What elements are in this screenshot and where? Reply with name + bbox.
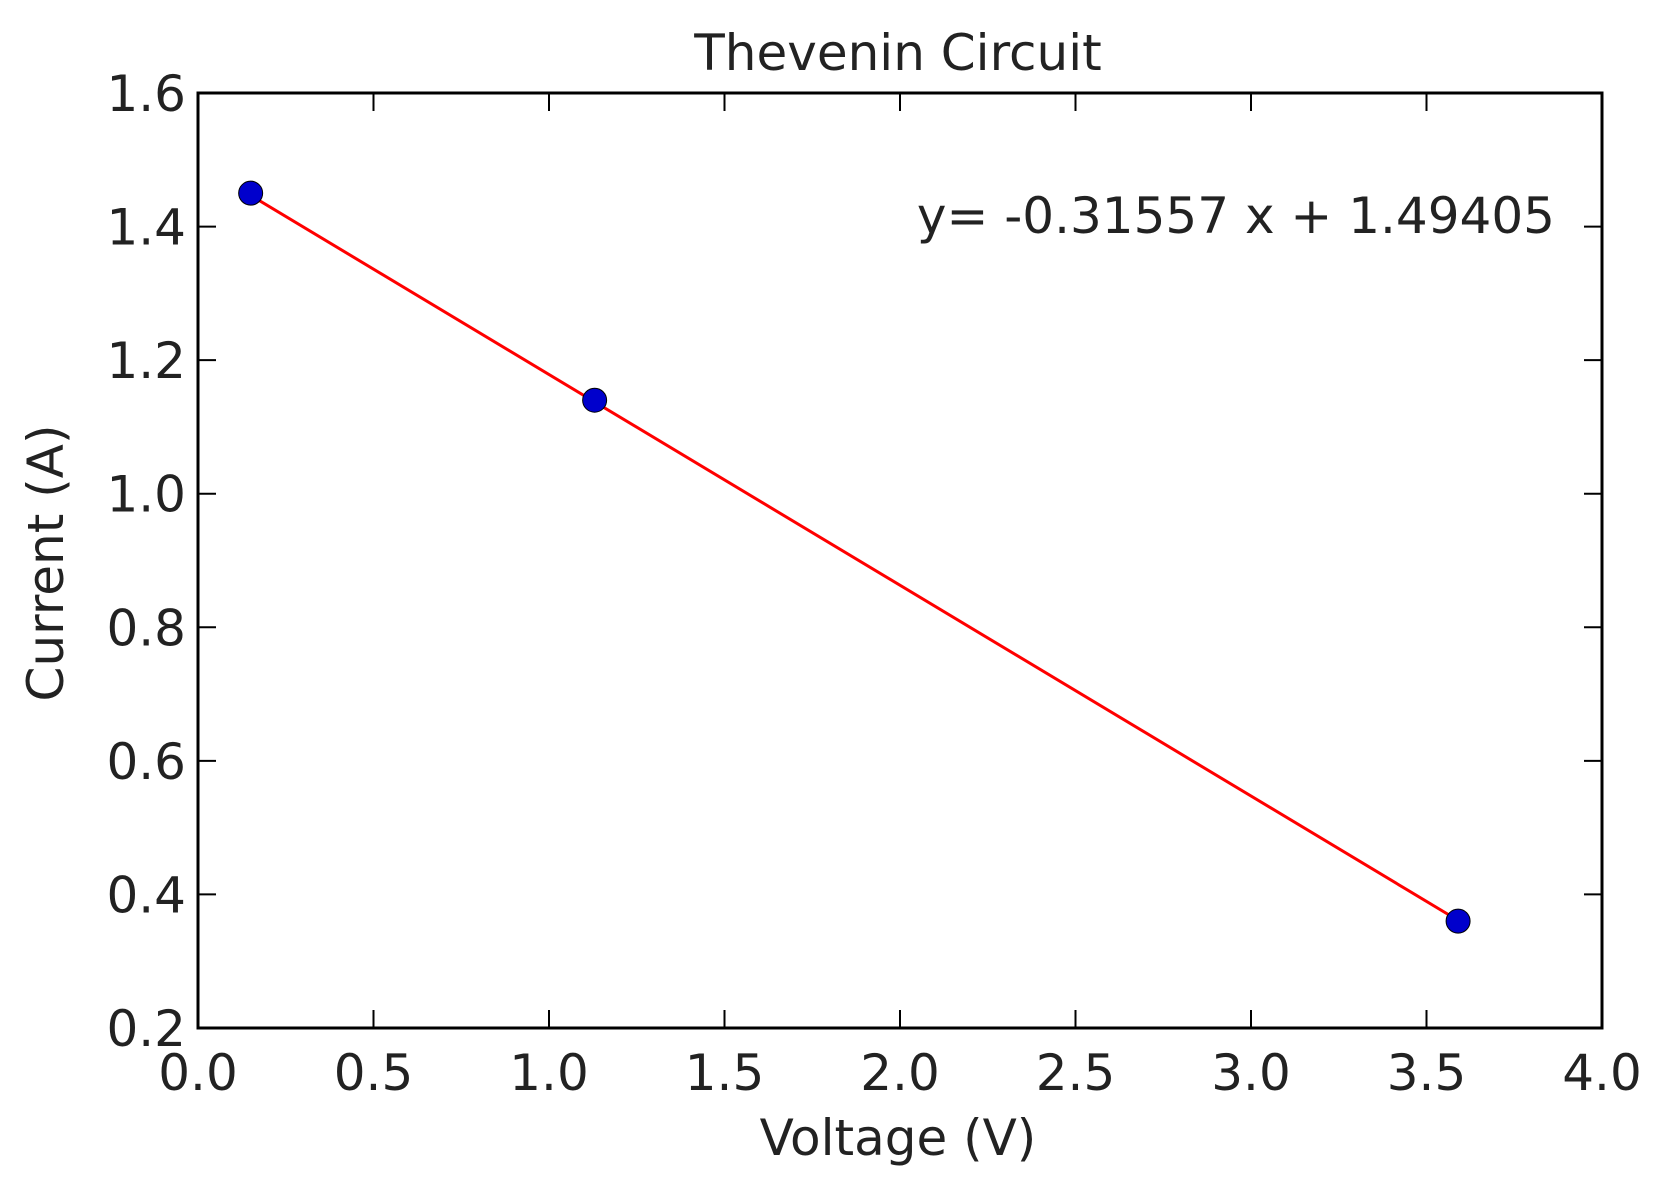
y-tick-label: 0.4 <box>106 866 186 924</box>
x-tick-label: 1.0 <box>509 1044 589 1102</box>
y-tick-labels: 0.2 0.4 0.6 0.8 1.0 1.2 1.4 1.6 <box>106 65 186 1058</box>
y-tick-label: 1.6 <box>106 65 186 123</box>
x-tick-label: 2.0 <box>860 1044 940 1102</box>
x-tick-label: 2.5 <box>1036 1044 1116 1102</box>
x-axis-title: Voltage (V) <box>760 1109 1037 1167</box>
fit-equation-annotation: y= -0.31557 x + 1.49405 <box>917 187 1555 245</box>
x-tick-label: 4.0 <box>1562 1044 1642 1102</box>
x-tick-labels: 0.0 0.5 1.0 1.5 2.0 2.5 3.0 3.5 4.0 <box>158 1044 1642 1102</box>
x-tick-label: 3.5 <box>1387 1044 1467 1102</box>
y-tick-label: 0.8 <box>106 599 186 657</box>
y-tick-label: 0.2 <box>106 1000 186 1058</box>
data-point <box>582 387 608 413</box>
data-points <box>238 180 1471 934</box>
data-point <box>1445 908 1471 934</box>
y-tick-label: 0.6 <box>106 733 186 791</box>
x-tick-label: 0.5 <box>334 1044 414 1102</box>
fit-line <box>249 194 1459 922</box>
chart-title: Thevenin Circuit <box>693 24 1101 82</box>
x-tick-label: 1.5 <box>685 1044 765 1102</box>
x-tick-label: 0.0 <box>158 1044 238 1102</box>
y-tick-label: 1.0 <box>106 466 186 524</box>
y-tick-label: 1.2 <box>106 332 186 390</box>
y-axis-title: Current (A) <box>17 425 75 702</box>
plot-frame <box>196 91 1604 1030</box>
y-tick-label: 1.4 <box>106 199 186 257</box>
x-tick-label: 3.0 <box>1211 1044 1291 1102</box>
data-point <box>238 180 264 206</box>
